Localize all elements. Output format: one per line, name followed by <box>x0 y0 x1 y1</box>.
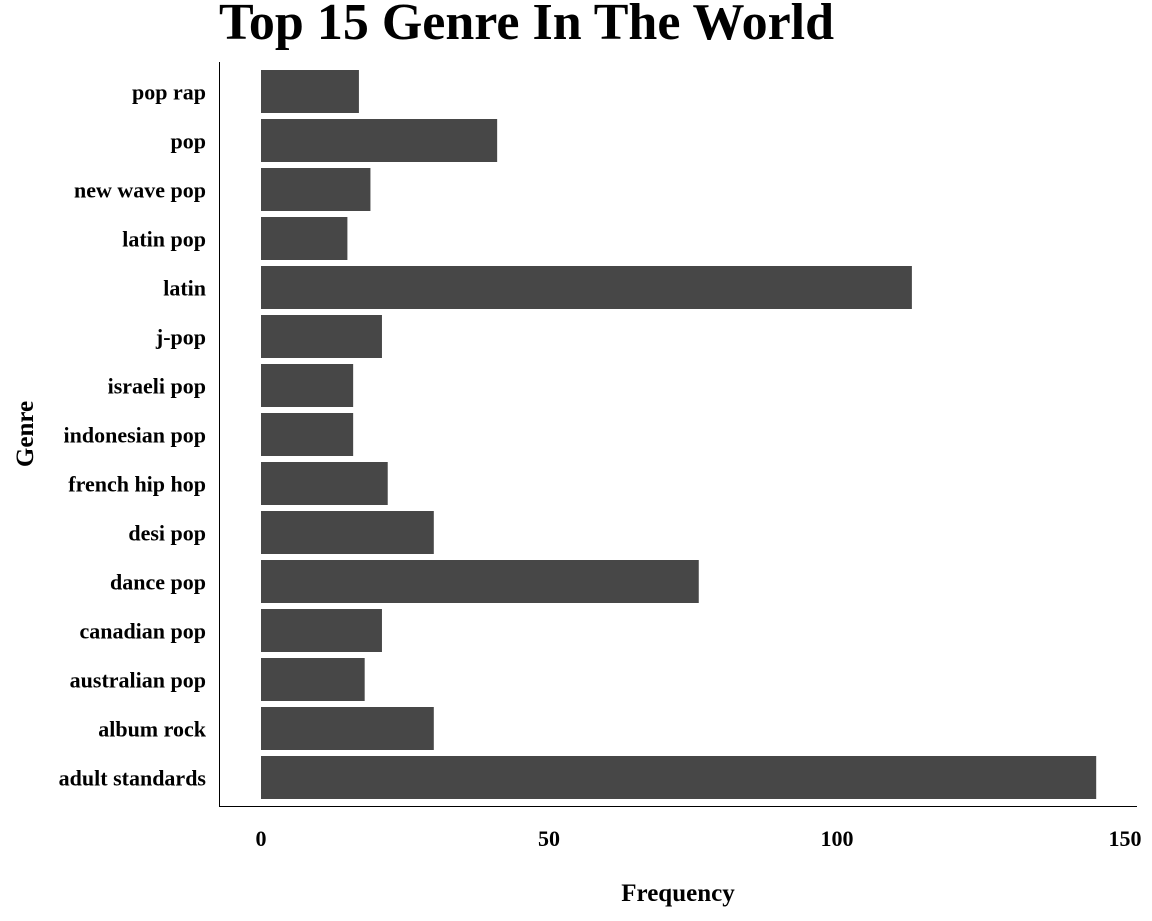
y-tick-labels: pop rap pop new wave pop latin pop latin j-po… <box>59 80 207 791</box>
bar <box>261 119 498 162</box>
y-tick-label: israeli pop <box>108 374 206 399</box>
y-tick-label: dance pop <box>110 570 206 595</box>
bar <box>261 560 699 603</box>
y-tick-label: album rock <box>98 717 207 742</box>
y-tick-label: new wave pop <box>74 178 206 203</box>
y-tick-label: pop rap <box>132 80 206 105</box>
x-tick-label: 150 <box>1109 826 1142 851</box>
x-tick-labels: 0 50 100 150 <box>256 826 1142 851</box>
bar <box>261 707 434 750</box>
y-tick-label: latin pop <box>122 227 206 252</box>
x-axis-label: Frequency <box>621 880 735 907</box>
y-tick-label: pop <box>171 129 206 154</box>
y-tick-label: j-pop <box>155 325 206 350</box>
y-tick-label: adult standards <box>59 766 207 791</box>
bar <box>261 364 354 407</box>
y-tick-label: latin <box>163 276 206 301</box>
bar <box>261 609 382 652</box>
bar <box>261 658 365 701</box>
x-tick-label: 100 <box>821 826 854 851</box>
chart-title: Top 15 Genre In The World <box>219 0 835 51</box>
bar <box>261 168 371 211</box>
bar <box>261 266 912 309</box>
x-tick-label: 0 <box>256 826 267 851</box>
bar <box>261 413 354 456</box>
y-tick-label: australian pop <box>70 668 206 693</box>
y-tick-label: desi pop <box>128 521 206 546</box>
y-tick-label: indonesian pop <box>64 423 206 448</box>
bar <box>261 756 1097 799</box>
bars-group <box>261 70 1097 799</box>
y-axis-label: Genre <box>12 401 39 467</box>
bar <box>261 315 382 358</box>
bar <box>261 217 348 260</box>
bar <box>261 462 388 505</box>
bar <box>261 511 434 554</box>
x-tick-label: 50 <box>538 826 560 851</box>
y-tick-label: french hip hop <box>68 472 206 497</box>
y-tick-label: canadian pop <box>79 619 206 644</box>
bar <box>261 70 359 113</box>
